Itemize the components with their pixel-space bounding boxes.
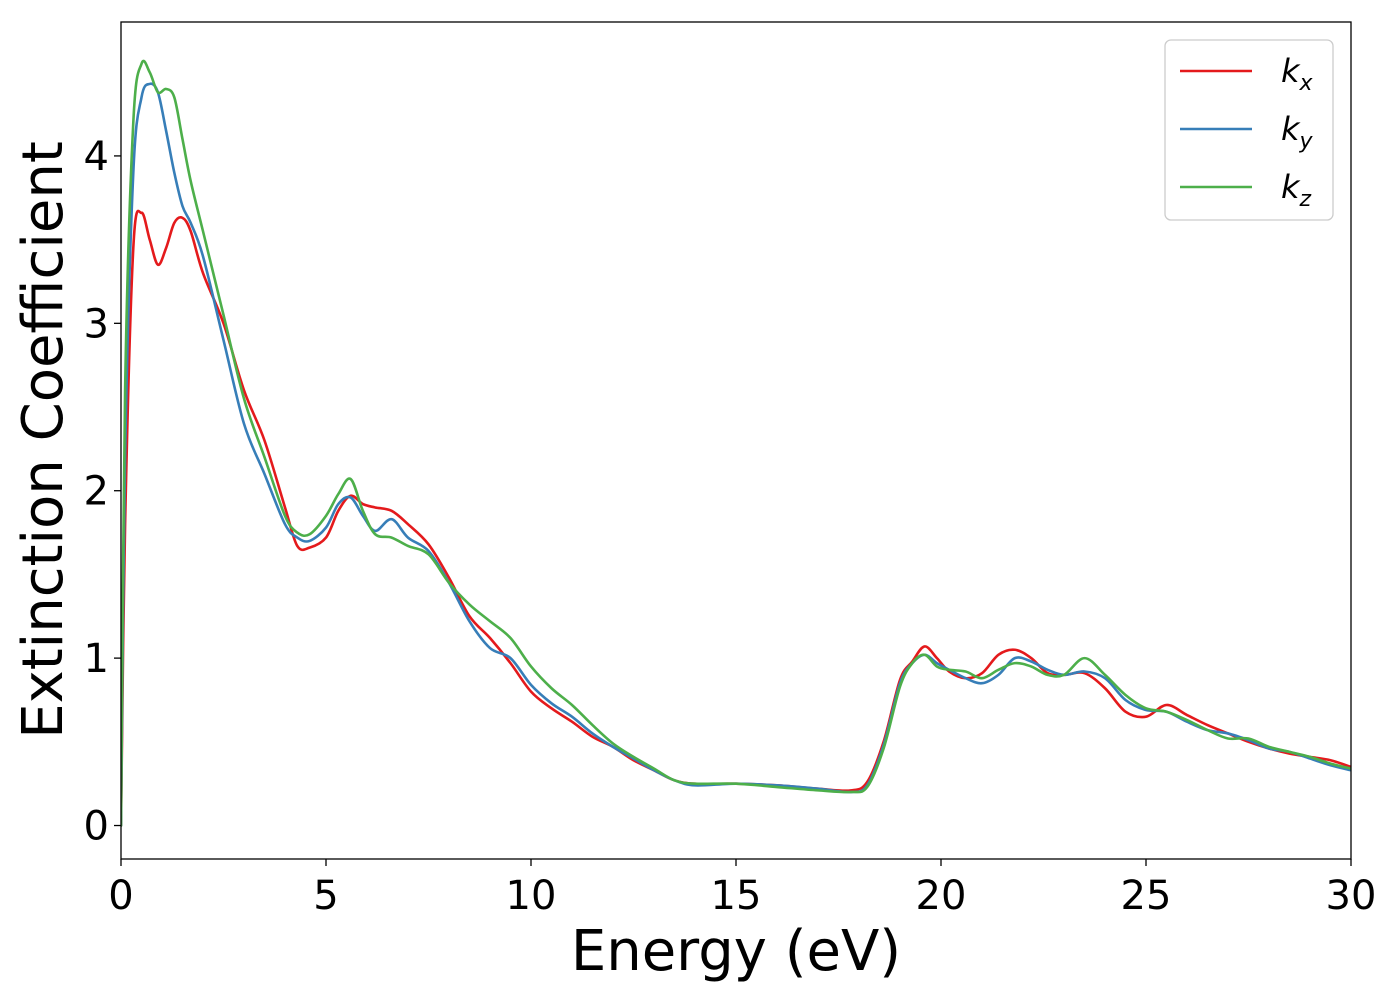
x-tick-label: 20 (916, 873, 967, 919)
legend-label-main: k (1281, 110, 1301, 148)
x-tick-label: 15 (711, 873, 762, 919)
series-line-z (121, 59, 1351, 827)
y-tick-label: 3 (84, 301, 109, 347)
legend-label-y: ky (1281, 110, 1314, 154)
x-axis-title: Energy (eV) (571, 919, 901, 984)
y-axis-title: Extinction Coefficient (11, 141, 76, 739)
y-tick-label: 1 (84, 636, 109, 682)
y-tick-label: 2 (84, 469, 109, 515)
x-tick-label: 0 (108, 873, 133, 919)
legend-label-sub: x (1299, 71, 1314, 96)
legend-label-z: kz (1281, 168, 1312, 212)
series-layer (121, 59, 1351, 827)
x-tick-label: 10 (506, 873, 557, 919)
x-tick-label: 5 (313, 873, 338, 919)
legend-label-sub: z (1299, 187, 1312, 212)
plot-background (121, 22, 1351, 859)
x-axis-ticks: 0 5 10 15 20 25 30 (108, 859, 1376, 919)
y-axis-ticks: 0 1 2 3 4 (84, 134, 121, 850)
legend-label-x: kx (1281, 52, 1314, 96)
legend-label-sub: y (1299, 129, 1314, 154)
plot-area (120, 21, 1352, 860)
y-tick-label: 0 (84, 804, 109, 850)
x-tick-label: 30 (1326, 873, 1377, 919)
y-tick-label: 4 (84, 134, 109, 180)
x-tick-label: 25 (1121, 873, 1172, 919)
legend-label-main: k (1281, 52, 1301, 90)
legend-label-main: k (1281, 168, 1301, 206)
series-line-y (121, 82, 1351, 827)
